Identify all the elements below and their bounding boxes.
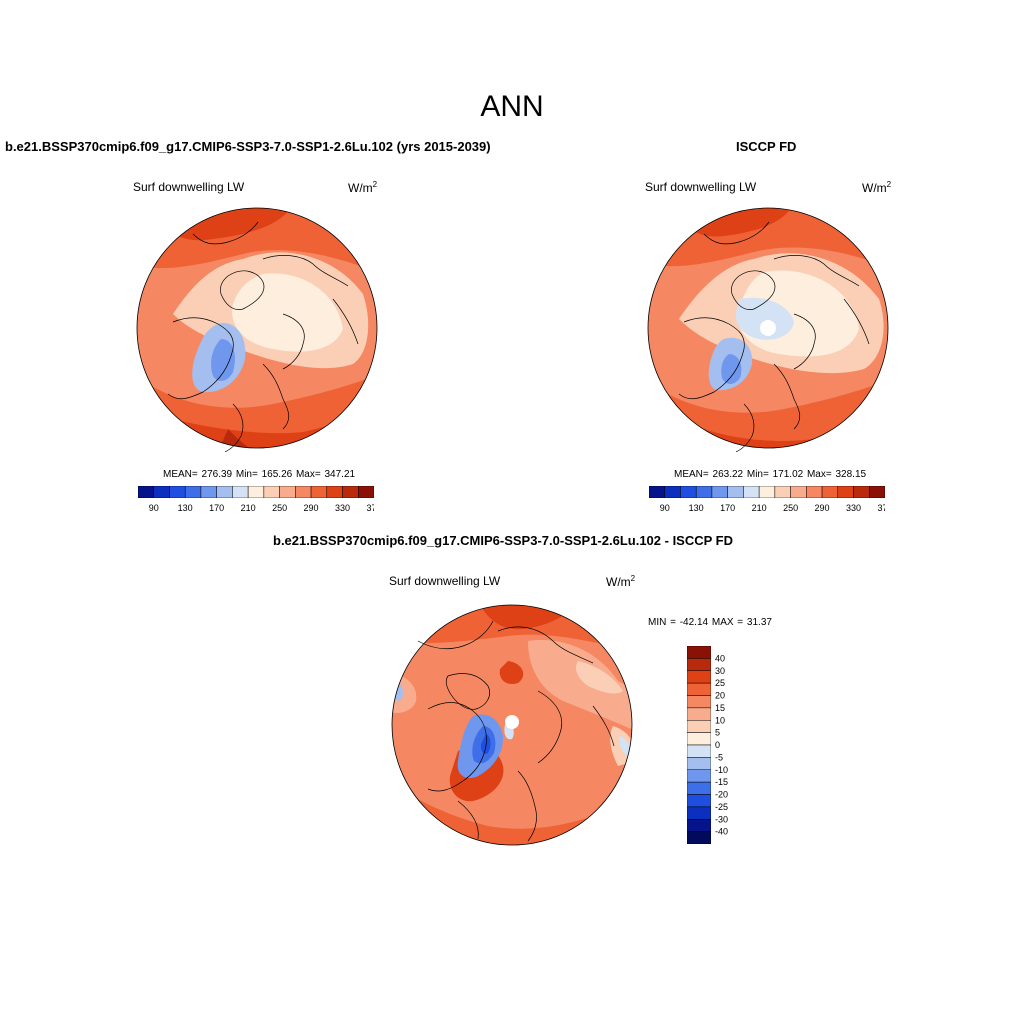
colorbar-ticks-obs: 90 130 170 210 250 290 330 370 (660, 503, 885, 513)
units-label-diff: W/m2 (606, 574, 636, 589)
colorbar-tick-label: 170 (720, 503, 735, 513)
variable-label-diff: Surf downwelling LW (389, 574, 501, 588)
colorbar-swatch (687, 658, 711, 672)
colorbar-tick-label: 5 (715, 728, 720, 738)
stats-diff: MIN = -42.14 MAX = 31.37 (648, 617, 772, 628)
colorbar-swatch (837, 486, 854, 498)
colorbar-swatch (687, 720, 711, 733)
colorbar-swatch (326, 486, 343, 498)
colorbar-swatch (695, 486, 713, 498)
polar-map-diff (391, 604, 633, 846)
colorbar-tick-label: 90 (660, 503, 670, 513)
colorbar-swatch (806, 486, 823, 498)
colorbar-swatch (687, 819, 711, 832)
colorbar-swatch (821, 486, 839, 498)
colorbar-swatch (295, 486, 312, 498)
colorbar-swatch (358, 486, 374, 498)
colorbar-tick-label: -30 (715, 814, 728, 824)
stats-obs: MEAN= 263.22 Min= 171.02 Max= 328.15 (674, 469, 867, 480)
panel-title-model: b.e21.BSSP370cmip6.f09_g17.CMIP6-SSP3-7.… (5, 139, 491, 154)
colorbar-swatch (687, 831, 711, 844)
colorbar-tick-label: -20 (715, 790, 728, 800)
colorbar-swatch (790, 486, 807, 498)
colorbar-swatch (310, 486, 328, 498)
colorbar-tick-label: 20 (715, 691, 725, 701)
colorbar-swatch (758, 486, 776, 498)
colorbar-swatch (247, 486, 265, 498)
colorbar-swatch (216, 486, 233, 498)
colorbar-tick-label: 90 (149, 503, 159, 513)
colorbar-tick-label: 370 (366, 503, 374, 513)
colorbar-swatch (687, 682, 711, 696)
variable-label-model: Surf downwelling LW (133, 180, 245, 194)
colorbar-swatch (687, 757, 711, 771)
colorbar-tick-label: 0 (715, 740, 720, 750)
main-title: ANN (480, 90, 544, 123)
colorbar-swatch (687, 781, 711, 795)
colorbar-tick-label: 330 (846, 503, 861, 513)
colorbar-swatch (853, 486, 870, 498)
colorbar-tick-label: 330 (335, 503, 350, 513)
colorbar-swatch (687, 732, 711, 746)
colorbar-tick-label: -5 (715, 752, 723, 762)
colorbar-swatch (153, 486, 170, 498)
colorbar-swatch (263, 486, 280, 498)
colorbar-tick-label: 210 (752, 503, 767, 513)
colorbar-swatch (184, 486, 202, 498)
units-label-model: W/m2 (348, 180, 378, 195)
colorbar-tick-label: -10 (715, 765, 728, 775)
colorbar-swatch (687, 707, 711, 721)
colorbar-swatch (687, 744, 711, 758)
colorbar-swatch (869, 486, 885, 498)
colorbar-swatch (687, 806, 711, 820)
colorbar-swatch (279, 486, 296, 498)
colorbar-swatch (169, 486, 186, 498)
colorbar-tick-label: 170 (209, 503, 224, 513)
colorbar-tick-label: 15 (715, 703, 725, 713)
colorbar-swatch (727, 486, 744, 498)
colorbar-tick-label: 40 (715, 653, 725, 663)
colorbar-swatch (138, 486, 154, 498)
variable-label-obs: Surf downwelling LW (645, 180, 757, 194)
colorbar-swatch (680, 486, 697, 498)
colorbar-swatch (687, 670, 711, 684)
colorbar-diff (687, 646, 711, 844)
colorbar-tick-label: -25 (715, 802, 728, 812)
colorbar-swatch (664, 486, 681, 498)
colorbar-swatch (687, 646, 711, 659)
colorbar-tick-label: 130 (178, 503, 193, 513)
units-label-obs: W/m2 (862, 180, 892, 195)
colorbar-swatch (774, 486, 791, 498)
colorbar-tick-label: -40 (715, 827, 728, 837)
colorbar-tick-label: 25 (715, 678, 725, 688)
colorbar-tick-label: 10 (715, 715, 725, 725)
colorbar-tick-label: 30 (715, 666, 725, 676)
colorbar-tick-label: 250 (783, 503, 798, 513)
colorbar-tick-label: 250 (272, 503, 287, 513)
stats-model: MEAN= 276.39 Min= 165.26 Max= 347.21 (163, 469, 356, 480)
colorbar-tick-label: 290 (815, 503, 830, 513)
polar-map-obs (647, 207, 889, 452)
colorbar-swatch (200, 486, 217, 498)
colorbar-tick-label: 290 (304, 503, 319, 513)
colorbar-tick-label: 370 (877, 503, 885, 513)
colorbar-swatch (687, 794, 711, 808)
colorbar-swatch (687, 769, 711, 783)
colorbar-swatch (687, 695, 711, 709)
panel-title-obs: ISCCP FD (736, 139, 797, 154)
colorbar-ticks-diff: 40 30 25 20 15 10 5 0 -5 -10 -15 -20 -25 -30 -40 (715, 653, 728, 837)
colorbar-swatch (232, 486, 249, 498)
colorbar-model (138, 486, 374, 498)
colorbar-obs (649, 486, 885, 498)
colorbar-tick-label: 130 (689, 503, 704, 513)
panel-title-diff: b.e21.BSSP370cmip6.f09_g17.CMIP6-SSP3-7.… (273, 533, 734, 548)
colorbar-tick-label: -15 (715, 777, 728, 787)
colorbar-swatch (711, 486, 728, 498)
colorbar-swatch (743, 486, 760, 498)
colorbar-swatch (649, 486, 665, 498)
colorbar-tick-label: 210 (241, 503, 256, 513)
colorbar-swatch (342, 486, 359, 498)
polar-map-model (136, 207, 378, 452)
colorbar-ticks-model: 90 130 170 210 250 290 330 370 (149, 503, 374, 513)
